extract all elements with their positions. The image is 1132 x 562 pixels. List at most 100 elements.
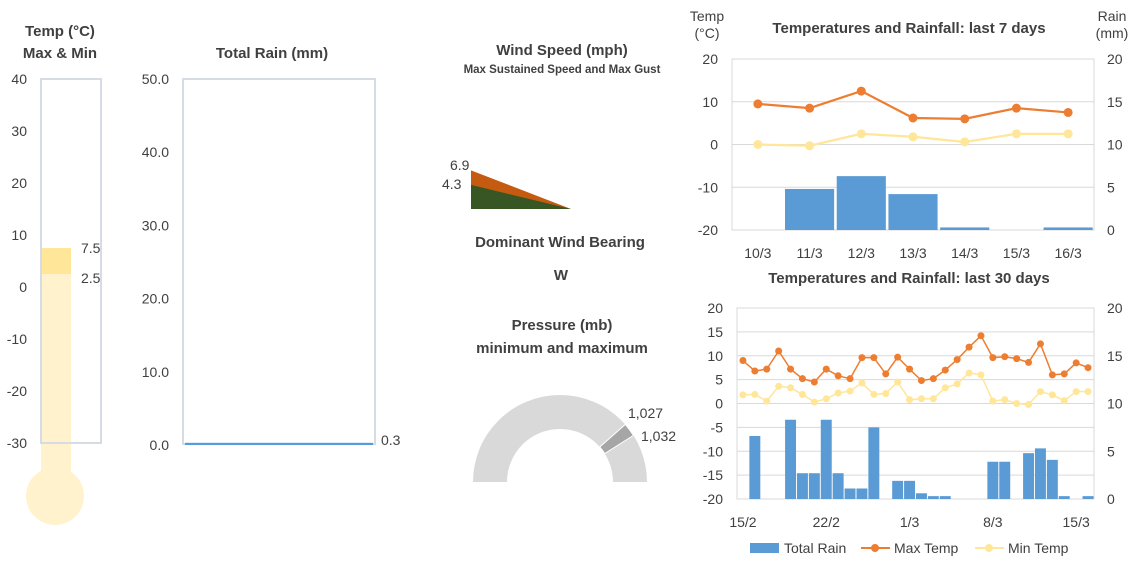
total-rain-frame xyxy=(182,78,376,445)
chart-7-days: Temperatures and Rainfall: last 7 days T… xyxy=(690,8,1128,261)
c30-max-temp-point xyxy=(941,366,949,374)
legend-total-rain-swatch xyxy=(750,543,779,553)
wind-gust-label: 6.9 xyxy=(450,157,470,173)
pressure-min-label: 1,027 xyxy=(628,405,663,421)
c30-min-temp-point xyxy=(822,395,830,403)
chart7-x-ticks: 10/3 11/3 12/3 13/3 14/3 15/3 16/3 xyxy=(744,245,1082,261)
c30-max-temp-point xyxy=(977,332,985,340)
c30-min-temp-point xyxy=(846,387,854,395)
c7-x-tick-label: 13/3 xyxy=(899,245,926,261)
c30-max-temp-point xyxy=(965,343,973,351)
c7-max-temp-point xyxy=(960,114,970,124)
c30-x-tick-label: 22/2 xyxy=(813,514,840,530)
c30-max-temp-point xyxy=(822,365,830,373)
c30-max-temp-point xyxy=(798,375,806,383)
thermometer-max-label: 7.5 xyxy=(81,240,101,256)
c30-rain-bar xyxy=(1058,496,1070,499)
chart30-left-ticks: 20 15 10 5 0 -5 -10 -15 -20 xyxy=(703,300,723,507)
c30-max-temp-point xyxy=(989,354,997,362)
c30-min-temp-point xyxy=(989,397,997,405)
c7-max-temp-point xyxy=(856,86,866,96)
c7-rain-bar xyxy=(888,194,938,230)
thermometer-panel: Temp (°C) Max & Min 40 30 20 10 0 -10 -20 -30 7… xyxy=(7,23,102,525)
c30-max-temp-point xyxy=(1013,355,1021,363)
c30-max-temp-point xyxy=(1084,364,1092,372)
c7-x-tick-label: 14/3 xyxy=(951,245,978,261)
chart7-title: Temperatures and Rainfall: last 7 days xyxy=(772,20,1045,37)
chart7-right-ticks: 20 15 10 5 0 xyxy=(1107,51,1123,238)
chart30-temp-lines xyxy=(739,332,1092,408)
chart30-right-ticks: 20 15 10 5 0 xyxy=(1107,300,1123,507)
c30-right-tick-label: 15 xyxy=(1107,348,1123,364)
total-rain-tick-label: 40.0 xyxy=(142,144,169,160)
c30-max-temp-point xyxy=(775,347,783,355)
c7-right-tick-label: 20 xyxy=(1107,51,1123,67)
c7-max-temp-point xyxy=(805,103,815,113)
c30-rain-bar xyxy=(796,473,808,499)
thermometer-stem xyxy=(41,445,71,503)
c30-min-temp-point xyxy=(739,391,747,399)
c7-min-temp-point xyxy=(1063,129,1073,139)
c7-rain-bar xyxy=(1043,227,1093,230)
c30-left-tick-label: -10 xyxy=(703,443,723,459)
total-rain-title: Total Rain (mm) xyxy=(216,45,328,62)
c7-rain-bar xyxy=(940,227,990,230)
wind-speed-subtitle: Max Sustained Speed and Max Gust xyxy=(464,64,661,76)
c7-min-temp-point xyxy=(960,137,970,147)
c30-max-temp-point xyxy=(929,375,937,383)
c30-rain-bar xyxy=(904,480,916,499)
chart30-rain-bars xyxy=(749,419,1094,499)
c30-right-tick-label: 5 xyxy=(1107,443,1115,459)
c30-min-temp-point xyxy=(798,390,806,398)
c30-max-temp-point xyxy=(917,377,925,385)
legend-min-temp-label: Min Temp xyxy=(1008,540,1069,556)
c30-left-tick-label: 20 xyxy=(707,300,723,316)
chart7-rain-bars xyxy=(785,176,1093,230)
total-rain-tick-label: 0.0 xyxy=(150,437,170,453)
c30-min-temp-point xyxy=(882,389,890,397)
c30-min-temp-point xyxy=(1036,388,1044,396)
pressure-max-label: 1,032 xyxy=(641,428,676,444)
thermometer-min-max-band xyxy=(41,248,71,274)
c30-max-temp-point xyxy=(834,372,842,380)
c30-rain-bar xyxy=(915,493,927,499)
c30-rain-bar xyxy=(892,480,904,499)
c30-max-temp-point xyxy=(1025,358,1033,366)
thermometer-tick-label: -20 xyxy=(7,383,27,399)
c30-left-tick-label: -15 xyxy=(703,467,723,483)
c30-left-tick-label: -5 xyxy=(711,419,724,435)
c30-min-temp-point xyxy=(858,379,866,387)
c7-max-temp-point xyxy=(908,113,918,123)
total-rain-tick-label: 50.0 xyxy=(142,71,169,87)
c7-x-tick-label: 12/3 xyxy=(848,245,875,261)
thermometer-title-line1: Temp (°C) xyxy=(25,23,95,40)
c30-max-temp-point xyxy=(1048,371,1056,379)
c30-min-temp-point xyxy=(1013,400,1021,407)
chart7-left-axis-title-line2: (°C) xyxy=(694,25,719,41)
c30-x-tick-label: 1/3 xyxy=(900,514,920,530)
c30-max-temp-point xyxy=(906,365,914,373)
pressure-title-line2: minimum and maximum xyxy=(476,340,648,357)
c30-min-temp-point xyxy=(834,389,842,397)
c30-left-tick-label: 0 xyxy=(715,396,723,412)
c30-min-temp-point xyxy=(1025,400,1033,408)
chart30-legend: Total Rain Max Temp Min Temp xyxy=(750,540,1069,556)
c30-max-temp-point xyxy=(751,367,759,375)
total-rain-panel: Total Rain (mm) 50.040.030.020.010.00.0 … xyxy=(142,45,401,453)
total-rain-tick-labels: 50.0 40.0 30.0 20.0 10.0 0.0 xyxy=(142,71,169,453)
chart7-left-axis-title-line1: Temp xyxy=(690,8,724,24)
thermometer-tick-labels: 40 30 20 10 0 -10 -20 -30 xyxy=(7,71,27,451)
chart30-title: Temperatures and Rainfall: last 30 days xyxy=(768,270,1050,287)
pressure-title-line1: Pressure (mb) xyxy=(512,317,613,334)
pressure-gauge-range-marker xyxy=(599,423,635,455)
thermometer-fill-bar xyxy=(41,248,71,445)
c30-max-temp-point xyxy=(763,365,771,373)
c30-right-tick-label: 20 xyxy=(1107,300,1123,316)
chart7-right-axis-title-line1: Rain xyxy=(1098,8,1127,24)
wind-panel: Wind Speed (mph) Max Sustained Speed and… xyxy=(442,42,661,284)
c30-left-tick-label: 5 xyxy=(715,372,723,388)
c30-max-temp-point xyxy=(1036,340,1044,348)
total-rain-tick-label: 10.0 xyxy=(142,364,169,380)
c7-left-tick-label: -20 xyxy=(698,222,718,238)
c30-max-temp-point xyxy=(953,356,961,364)
